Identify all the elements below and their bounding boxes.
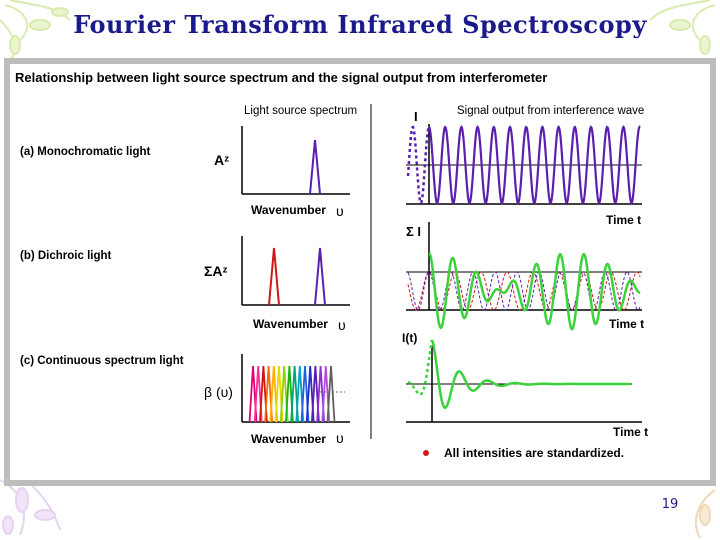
row-a-y-label: Aᶻ [214, 152, 229, 168]
ftir-relationship-figure: Relationship between light source spectr… [15, 70, 648, 460]
row-b-red-spectral-line [268, 247, 280, 306]
row-c-x-label: Wavenumber [251, 432, 326, 446]
row-b-interference-panel: Σ I Time t [406, 222, 644, 331]
standardization-note: All intensities are standardized. [444, 446, 624, 460]
row-b-y-label: ΣAᶻ [204, 263, 228, 279]
row-c-continuous-spectrum-peaks [248, 365, 336, 423]
row-b-x-label: Wavenumber [253, 317, 328, 331]
row-c-y-label: β (υ) [204, 384, 233, 400]
row-b-spectrum-panel: ΣAᶻ Wavenumber υ [204, 236, 350, 333]
note-bullet [423, 450, 429, 456]
row-c-interferogram-negative-time [407, 339, 434, 396]
row-c-x-symbol: υ [336, 430, 344, 446]
row-c-interference-panel: I(t) Time t [402, 331, 648, 439]
row-c-right-y-label: I(t) [402, 331, 417, 345]
figure-heading: Relationship between light source spectr… [15, 70, 547, 85]
row-c-right-x-label: Time t [613, 425, 648, 439]
row-a-x-symbol: υ [336, 203, 344, 219]
row-b-x-symbol: υ [338, 317, 346, 333]
row-a-label: (a) Monochromatic light [20, 146, 151, 158]
slide-title: Fourier Transform Infrared Spectroscopy [73, 10, 647, 39]
row-b-right-y-label: Σ I [406, 224, 421, 239]
row-a-interference-wave [428, 125, 641, 205]
figure-panel: Relationship between light source spectr… [10, 64, 710, 480]
spectrum-peak-line [326, 365, 336, 423]
figure-frame: Relationship between light source spectr… [4, 58, 716, 486]
row-a-spectrum-panel: Aᶻ Wavenumber υ [214, 126, 350, 219]
row-a-right-y-label: I [414, 109, 418, 124]
row-a-right-x-label: Time t [606, 213, 641, 227]
row-a-interference-wave-negative-time [406, 125, 431, 206]
bottom-right-flower-decoration [695, 489, 716, 539]
row-a-x-label: Wavenumber [251, 203, 326, 217]
row-c-interferogram-burst [430, 339, 630, 410]
row-b-summed-wave [428, 251, 641, 331]
row-c-spectrum-panel: β (υ) Wavenumber υ [204, 354, 350, 446]
row-a-interference-panel: I Time t [406, 109, 642, 227]
row-b-purple-component-wave [407, 271, 641, 311]
right-column-header: Signal output from interference wave [457, 105, 644, 117]
row-c-label: (c) Continuous spectrum light [20, 355, 184, 367]
page-number: 19 [661, 497, 679, 512]
left-column-header: Light source spectrum [244, 105, 357, 117]
row-b-label: (b) Dichroic light [20, 250, 112, 262]
row-b-right-x-label: Time t [609, 317, 644, 331]
row-b-purple-spectral-line [314, 247, 326, 306]
row-a-spectral-line [309, 139, 321, 195]
